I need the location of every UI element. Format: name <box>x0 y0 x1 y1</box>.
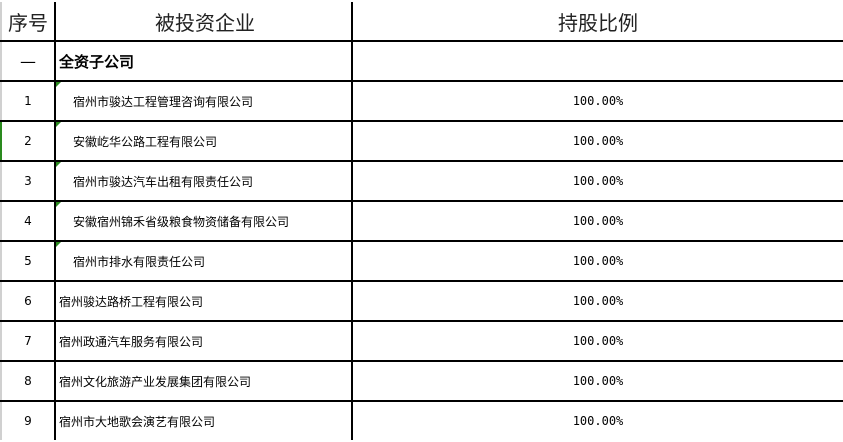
holding-ratio[interactable]: 100.00% <box>351 402 843 440</box>
table-row: 5 宿州市排水有限责任公司 100.00% <box>0 240 843 280</box>
holding-ratio[interactable]: 100.00% <box>351 282 843 320</box>
table-row: 1 宿州市骏达工程管理咨询有限公司 100.00% <box>0 80 843 120</box>
table-row: 4 安徽宿州锦禾省级粮食物资储备有限公司 100.00% <box>0 200 843 240</box>
row-index[interactable]: 1 <box>0 82 54 120</box>
holding-ratio[interactable]: 100.00% <box>351 322 843 360</box>
error-indicator-icon <box>56 202 61 207</box>
company-name[interactable]: 宿州市排水有限责任公司 <box>54 242 351 280</box>
section-ratio-cell[interactable] <box>351 42 843 80</box>
header-company[interactable]: 被投资企业 <box>54 2 351 40</box>
company-name[interactable]: 宿州市骏达工程管理咨询有限公司 <box>54 82 351 120</box>
row-index[interactable]: 2 <box>0 122 54 160</box>
header-row: 序号 被投资企业 持股比例 <box>0 0 843 40</box>
row-index[interactable]: 8 <box>0 362 54 400</box>
holding-ratio[interactable]: 100.00% <box>351 202 843 240</box>
section-index[interactable]: — <box>0 42 54 80</box>
holding-ratio[interactable]: 100.00% <box>351 362 843 400</box>
table-row: 2 安徽屹华公路工程有限公司 100.00% <box>0 120 843 160</box>
holding-ratio[interactable]: 100.00% <box>351 162 843 200</box>
company-name[interactable]: 安徽宿州锦禾省级粮食物资储备有限公司 <box>54 202 351 240</box>
company-name[interactable]: 宿州骏达路桥工程有限公司 <box>54 282 351 320</box>
table-row: 9 宿州市大地歌会演艺有限公司 100.00% <box>0 400 843 440</box>
company-name[interactable]: 宿州市大地歌会演艺有限公司 <box>54 402 351 440</box>
table-row: 8 宿州文化旅游产业发展集团有限公司 100.00% <box>0 360 843 400</box>
header-ratio[interactable]: 持股比例 <box>351 2 843 40</box>
table-row: 6 宿州骏达路桥工程有限公司 100.00% <box>0 280 843 320</box>
holding-ratio[interactable]: 100.00% <box>351 82 843 120</box>
holding-ratio[interactable]: 100.00% <box>351 122 843 160</box>
row-index[interactable]: 6 <box>0 282 54 320</box>
error-indicator-icon <box>56 162 61 167</box>
row-index[interactable]: 5 <box>0 242 54 280</box>
error-indicator-icon <box>56 122 61 127</box>
holding-ratio[interactable]: 100.00% <box>351 242 843 280</box>
row-index[interactable]: 4 <box>0 202 54 240</box>
table-row: 3 宿州市骏达汽车出租有限责任公司 100.00% <box>0 160 843 200</box>
section-row: — 全资子公司 <box>0 40 843 80</box>
company-name[interactable]: 宿州政通汽车服务有限公司 <box>54 322 351 360</box>
section-title[interactable]: 全资子公司 <box>54 42 351 80</box>
row-index[interactable]: 9 <box>0 402 54 440</box>
company-name[interactable]: 安徽屹华公路工程有限公司 <box>54 122 351 160</box>
company-name[interactable]: 宿州文化旅游产业发展集团有限公司 <box>54 362 351 400</box>
row-index[interactable]: 7 <box>0 322 54 360</box>
company-name[interactable]: 宿州市骏达汽车出租有限责任公司 <box>54 162 351 200</box>
row-index[interactable]: 3 <box>0 162 54 200</box>
error-indicator-icon <box>56 82 61 87</box>
table-row: 7 宿州政通汽车服务有限公司 100.00% <box>0 320 843 360</box>
header-index[interactable]: 序号 <box>0 2 54 40</box>
error-indicator-icon <box>56 242 61 247</box>
